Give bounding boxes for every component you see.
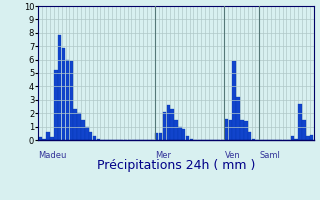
Text: Mer: Mer bbox=[155, 151, 171, 160]
Bar bbox=[182, 129, 186, 140]
Bar bbox=[306, 136, 309, 140]
Bar bbox=[85, 127, 89, 140]
Bar bbox=[43, 139, 46, 140]
Bar bbox=[159, 133, 162, 140]
Bar bbox=[81, 120, 85, 140]
Bar bbox=[186, 136, 189, 140]
Text: Saml: Saml bbox=[259, 151, 280, 160]
Bar bbox=[62, 48, 65, 140]
Text: Ven: Ven bbox=[224, 151, 240, 160]
Bar bbox=[240, 120, 244, 140]
Bar bbox=[236, 97, 240, 140]
Bar bbox=[58, 35, 61, 140]
Bar bbox=[74, 109, 77, 140]
Bar bbox=[228, 120, 232, 140]
Bar bbox=[190, 139, 193, 140]
Bar bbox=[39, 137, 42, 140]
Bar bbox=[50, 137, 54, 140]
Bar bbox=[155, 133, 158, 140]
Bar bbox=[93, 136, 96, 140]
Bar bbox=[70, 61, 73, 140]
Bar bbox=[97, 139, 100, 140]
Bar bbox=[178, 127, 182, 140]
Bar bbox=[89, 132, 92, 140]
Bar bbox=[174, 120, 178, 140]
X-axis label: Précipitations 24h ( mm ): Précipitations 24h ( mm ) bbox=[97, 159, 255, 172]
Bar bbox=[166, 105, 170, 140]
Bar bbox=[170, 109, 174, 140]
Bar bbox=[232, 61, 236, 140]
Bar bbox=[163, 112, 166, 140]
Bar bbox=[77, 113, 81, 140]
Bar bbox=[46, 132, 50, 140]
Bar bbox=[298, 104, 302, 140]
Bar bbox=[66, 60, 69, 140]
Bar bbox=[294, 139, 298, 140]
Bar bbox=[252, 139, 255, 140]
Bar bbox=[310, 135, 313, 140]
Text: Madeu: Madeu bbox=[38, 151, 67, 160]
Bar bbox=[244, 121, 247, 140]
Bar bbox=[225, 119, 228, 140]
Bar bbox=[302, 120, 306, 140]
Bar bbox=[248, 132, 252, 140]
Bar bbox=[54, 70, 58, 140]
Bar bbox=[291, 136, 294, 140]
